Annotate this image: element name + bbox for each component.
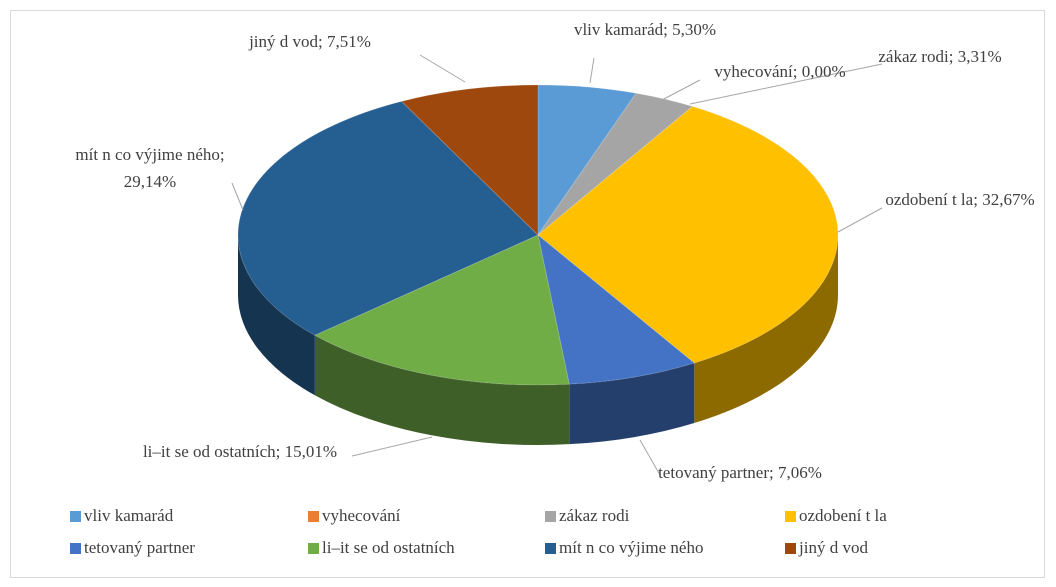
label-value: 3,31% — [957, 47, 1002, 66]
slice — [400, 84, 539, 237]
legend-item: li–it se od ostatních — [308, 538, 455, 558]
slice-side — [694, 235, 839, 424]
label-separator: ; — [948, 47, 958, 66]
data-label: ozdobení t la; 32,67% — [870, 186, 1050, 213]
label-category: jiný d vod — [249, 32, 319, 51]
leader-line — [419, 54, 466, 83]
legend-marker — [785, 542, 796, 554]
leader-line — [689, 63, 883, 105]
slice — [537, 92, 694, 236]
label-separator: ; — [275, 442, 285, 461]
legend-marker — [308, 510, 319, 522]
leader-line — [231, 182, 244, 211]
legend-item: ozdobení t la — [785, 506, 887, 526]
legend-label: zákaz rodi — [559, 506, 630, 525]
slice — [237, 100, 539, 336]
slice-side — [314, 335, 570, 446]
slice-side — [238, 235, 315, 396]
leader-line — [589, 57, 595, 84]
legend-label: ozdobení t la — [799, 506, 887, 525]
label-category: tetovaný partner — [658, 463, 770, 482]
legend-item: jiný d vod — [785, 538, 868, 558]
data-label: tetovaný partner; 7,06% — [640, 459, 840, 486]
label-value: 15,01% — [284, 442, 338, 461]
legend-label: vyhecování — [322, 506, 401, 525]
leader-line — [351, 436, 433, 457]
data-label: li–it se od ostatních; 15,01% — [120, 438, 360, 465]
label-category: ozdobení t la — [885, 190, 974, 209]
label-separator: ; — [318, 32, 327, 51]
legend-item: zákaz rodi — [545, 506, 629, 526]
label-separator: ; — [219, 145, 225, 164]
slice-side — [569, 363, 695, 445]
leader-line — [661, 79, 701, 101]
legend-marker — [308, 542, 319, 554]
legend-item: tetovaný partner — [70, 538, 195, 558]
legend-marker — [70, 542, 81, 554]
data-label: vyhecování; 0,00% — [680, 58, 880, 85]
slice — [313, 234, 570, 386]
label-category: mít n co výjime ného — [75, 145, 220, 164]
legend-label: jiný d vod — [799, 538, 868, 557]
data-label: zákaz rodi; 3,31% — [865, 43, 1015, 70]
label-value: 7,51% — [327, 32, 371, 51]
label-value: 29,14% — [123, 172, 177, 191]
legend-marker — [785, 510, 796, 522]
data-label: mít n co výjime ného; 29,14% — [60, 141, 240, 195]
label-separator: ; — [792, 62, 802, 81]
legend-label: tetovaný partner — [84, 538, 195, 557]
slice — [537, 233, 696, 385]
label-value: 7,06% — [778, 463, 822, 482]
label-value: 0,00% — [801, 62, 846, 81]
slice — [537, 84, 637, 237]
label-value: 5,30% — [672, 20, 717, 39]
label-value: 32,67% — [982, 190, 1035, 209]
data-label: jiný d vod; 7,51% — [200, 28, 420, 55]
legend-item: vyhecování — [308, 506, 400, 526]
label-separator: ; — [769, 463, 778, 482]
legend-item: mít n co výjime ného — [545, 538, 703, 558]
label-category: vyhecování — [714, 62, 793, 81]
label-category: vliv kamarád — [573, 20, 664, 39]
leader-line — [639, 439, 661, 476]
leader-line — [837, 207, 883, 233]
legend-item: vliv kamarád — [70, 506, 173, 526]
legend-marker — [70, 510, 81, 522]
label-category: li–it se od ostatních — [142, 442, 276, 461]
legend-marker — [545, 510, 556, 522]
label-separator: ; — [663, 20, 673, 39]
legend-label: mít n co výjime ného — [559, 538, 704, 557]
legend-marker — [545, 542, 556, 554]
legend-label: vliv kamarád — [84, 506, 174, 525]
data-label: vliv kamarád; 5,30% — [565, 16, 725, 43]
legend-label: li–it se od ostatních — [322, 538, 455, 557]
label-category: zákaz rodi — [878, 47, 949, 66]
slice — [537, 105, 839, 364]
label-separator: ; — [973, 190, 983, 209]
